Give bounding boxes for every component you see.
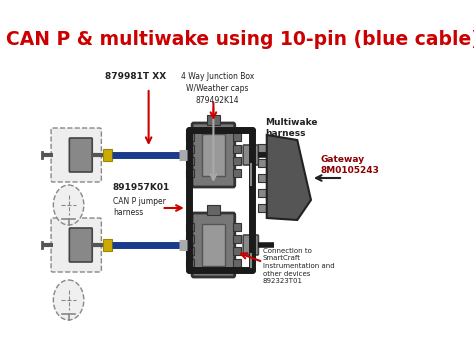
Bar — [186, 133, 193, 141]
FancyBboxPatch shape — [69, 138, 92, 172]
Bar — [233, 145, 241, 153]
Bar — [103, 239, 112, 251]
Bar — [207, 205, 219, 215]
Bar — [186, 247, 193, 255]
Bar — [186, 169, 193, 177]
Bar — [257, 204, 268, 212]
FancyBboxPatch shape — [192, 213, 235, 277]
Bar — [233, 235, 241, 243]
Bar — [233, 157, 241, 165]
Text: 879981T XX: 879981T XX — [105, 72, 166, 81]
Bar — [207, 115, 219, 125]
FancyBboxPatch shape — [243, 145, 258, 165]
Text: Gateway
8M0105243: Gateway 8M0105243 — [320, 155, 379, 175]
Circle shape — [54, 185, 84, 225]
Text: Connection to
SmartCraft
Instrumentation and
other devices
892323T01: Connection to SmartCraft Instrumentation… — [263, 248, 335, 284]
FancyBboxPatch shape — [51, 218, 101, 272]
Bar — [233, 223, 241, 231]
Bar — [103, 149, 112, 161]
Bar — [202, 224, 225, 266]
Polygon shape — [267, 135, 311, 220]
Text: CAN P jumper
harness: CAN P jumper harness — [113, 197, 166, 217]
Text: CAN P & multiwake using 10-pin (blue cable): CAN P & multiwake using 10-pin (blue cab… — [6, 30, 474, 49]
Bar — [257, 189, 268, 197]
FancyBboxPatch shape — [192, 123, 235, 187]
Bar — [186, 235, 193, 243]
Circle shape — [54, 280, 84, 320]
Bar — [233, 247, 241, 255]
Bar — [186, 157, 193, 165]
Bar — [186, 145, 193, 153]
Bar — [257, 144, 268, 152]
FancyBboxPatch shape — [51, 128, 101, 182]
Bar — [233, 133, 241, 141]
FancyBboxPatch shape — [69, 228, 92, 262]
Bar — [186, 259, 193, 267]
Bar — [233, 259, 241, 267]
Bar — [257, 159, 268, 167]
Text: Multiwake
harness: Multiwake harness — [265, 118, 318, 138]
Bar — [233, 169, 241, 177]
Bar — [202, 134, 225, 176]
FancyBboxPatch shape — [243, 235, 258, 255]
Text: 891957K01: 891957K01 — [113, 183, 170, 192]
Text: 4 Way Junction Box
W/Weather caps
879492K14: 4 Way Junction Box W/Weather caps 879492… — [181, 72, 254, 105]
Bar — [257, 174, 268, 182]
Bar — [186, 223, 193, 231]
